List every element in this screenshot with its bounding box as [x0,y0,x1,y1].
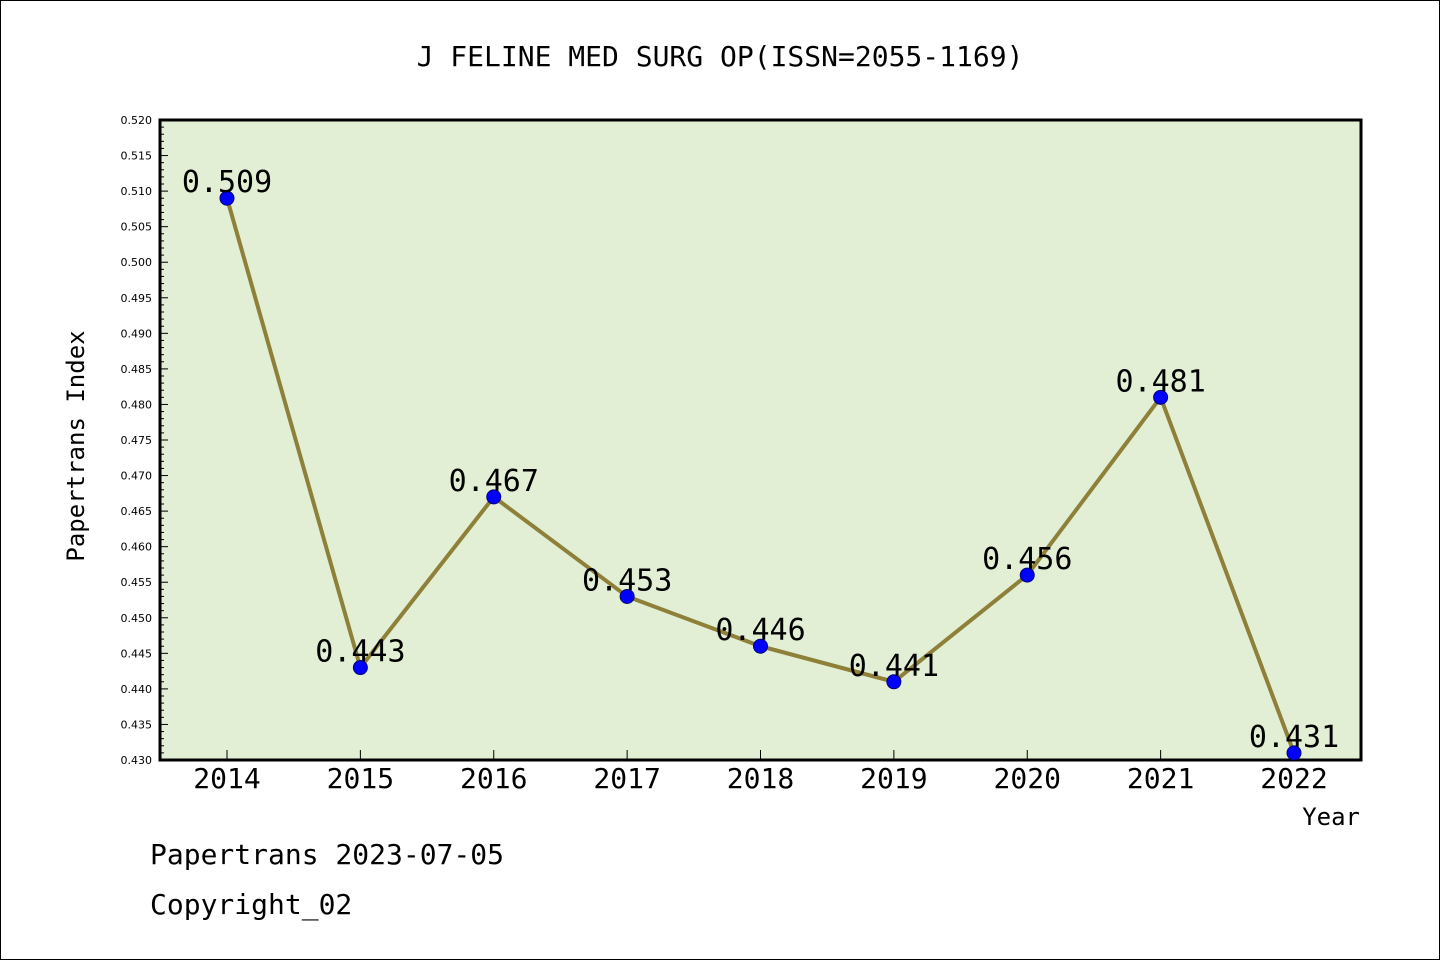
y-axis-label: Papertrans Index [62,330,90,561]
data-point [1019,567,1035,583]
data-label: 0.431 [1249,720,1339,755]
y-tick-label: 0.435 [121,718,153,731]
data-label: 0.481 [1115,364,1205,399]
data-label: 0.453 [582,563,672,598]
y-tick-label: 0.460 [121,541,153,554]
x-tick-label: 2022 [1260,762,1327,795]
x-tick-label: 2015 [327,762,394,795]
y-tick-label: 0.520 [121,114,153,127]
x-tick-label: 2019 [860,762,927,795]
y-tick-label: 0.490 [121,327,153,340]
chart-title: J FELINE MED SURG OP(ISSN=2055-1169) [417,40,1024,73]
y-tick-label: 0.455 [121,576,153,589]
y-tick-label: 0.465 [121,505,153,518]
y-tick-label: 0.450 [121,612,153,625]
x-tick-label: 2021 [1127,762,1194,795]
data-point [352,660,368,676]
x-axis-label: Year [1302,803,1360,831]
x-tick-label: 2018 [727,762,794,795]
x-tick-label: 2016 [460,762,527,795]
data-label: 0.446 [715,613,805,648]
y-tick-label: 0.445 [121,647,153,660]
y-tick-label: 0.470 [121,470,153,483]
data-label: 0.443 [315,635,405,670]
y-tick-label: 0.505 [121,221,153,234]
x-tick-label: 2020 [994,762,1061,795]
data-point [219,190,235,206]
y-tick-label: 0.485 [121,363,153,376]
y-tick-label: 0.430 [121,754,153,767]
y-tick-label: 0.510 [121,185,153,198]
y-axis: 0.430 0.435 0.440 0.445 0.450 0.455 0.460 0.465… [121,114,168,767]
data-point [886,674,902,690]
footer-copyright: Copyright_02 [150,888,352,922]
data-point [486,489,502,505]
y-tick-label: 0.500 [121,256,153,269]
data-label: 0.441 [849,649,939,684]
data-label: 0.509 [182,165,272,200]
y-tick-label: 0.440 [121,683,153,696]
x-tick-label: 2014 [193,762,260,795]
y-tick-label: 0.515 [121,150,153,163]
data-label: 0.467 [449,464,539,499]
y-tick-label: 0.475 [121,434,153,447]
data-point [1286,745,1302,761]
x-tick-label: 2017 [593,762,660,795]
data-point [619,588,635,604]
data-point [1153,389,1169,405]
footer-date: Papertrans 2023-07-05 [150,838,504,871]
data-label: 0.456 [982,542,1072,577]
data-labels-group: 0.509 0.443 0.467 0.453 0.446 0.441 0.456 0.481… [182,165,1339,755]
y-tick-label: 0.480 [121,398,153,411]
x-axis: 2014 2015 2016 2017 2018 2019 2020 2021 2022 [193,750,1328,795]
y-tick-label: 0.495 [121,292,153,305]
data-point [753,638,768,654]
series-group [219,190,1302,761]
